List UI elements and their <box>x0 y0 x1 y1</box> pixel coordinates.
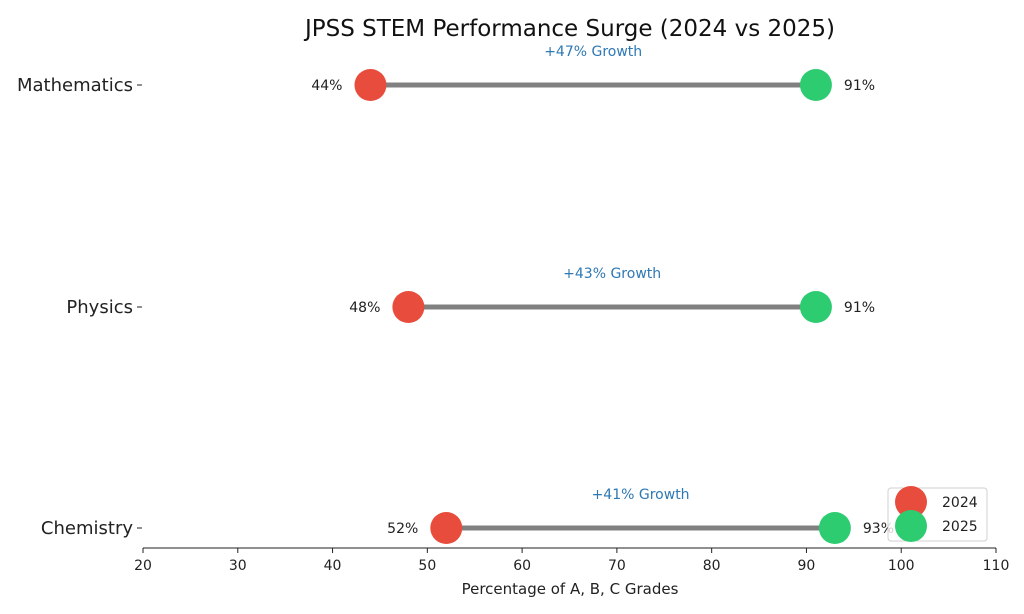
y-tick-label: Chemistry <box>41 518 133 539</box>
chart-title: JPSS STEM Performance Surge (2024 vs 202… <box>303 16 835 42</box>
legend: 2024 2025 <box>887 486 988 542</box>
value-label-2024: 48% <box>349 300 380 316</box>
legend-marker-2025 <box>895 510 927 542</box>
point-2025 <box>799 291 832 323</box>
y-tick-label: Physics <box>66 297 133 318</box>
point-2025 <box>818 512 851 544</box>
x-tick-label: 60 <box>513 558 531 574</box>
x-tick-label: 110 <box>983 558 1010 574</box>
legend-label-2025: 2025 <box>942 519 978 535</box>
x-tick-label: 90 <box>798 558 816 574</box>
y-axis: Mathematics Physics Chemistry <box>17 75 142 539</box>
legend-marker-2024 <box>895 486 927 518</box>
plot-area: 44% 91% +47% Growth 48% 91% +43% Growth 52% 93%… <box>311 44 894 544</box>
x-axis-label: Percentage of A, B, C Grades <box>462 580 679 598</box>
x-tick-label: 40 <box>324 558 342 574</box>
growth-annotation: +41% Growth <box>592 487 690 503</box>
point-2024 <box>392 291 425 323</box>
x-tick-label: 20 <box>134 558 152 574</box>
value-label-2025: 93% <box>863 521 894 537</box>
x-tick-label: 70 <box>608 558 626 574</box>
value-label-2024: 52% <box>387 521 418 537</box>
legend-label-2024: 2024 <box>942 495 978 511</box>
y-tick-label: Mathematics <box>17 75 133 96</box>
x-tick-label: 30 <box>229 558 247 574</box>
point-2024 <box>354 69 387 101</box>
value-label-2025: 91% <box>844 78 875 94</box>
x-axis: 20 30 40 50 60 70 80 90 100 110 <box>134 547 1010 574</box>
point-2025 <box>799 69 832 101</box>
x-tick-label: 100 <box>888 558 915 574</box>
growth-annotation: +43% Growth <box>563 266 661 282</box>
growth-annotation: +47% Growth <box>544 44 642 60</box>
x-tick-label: 50 <box>418 558 436 574</box>
value-label-2024: 44% <box>311 78 342 94</box>
x-tick-label: 80 <box>703 558 721 574</box>
value-label-2025: 91% <box>844 300 875 316</box>
point-2024 <box>430 512 463 544</box>
